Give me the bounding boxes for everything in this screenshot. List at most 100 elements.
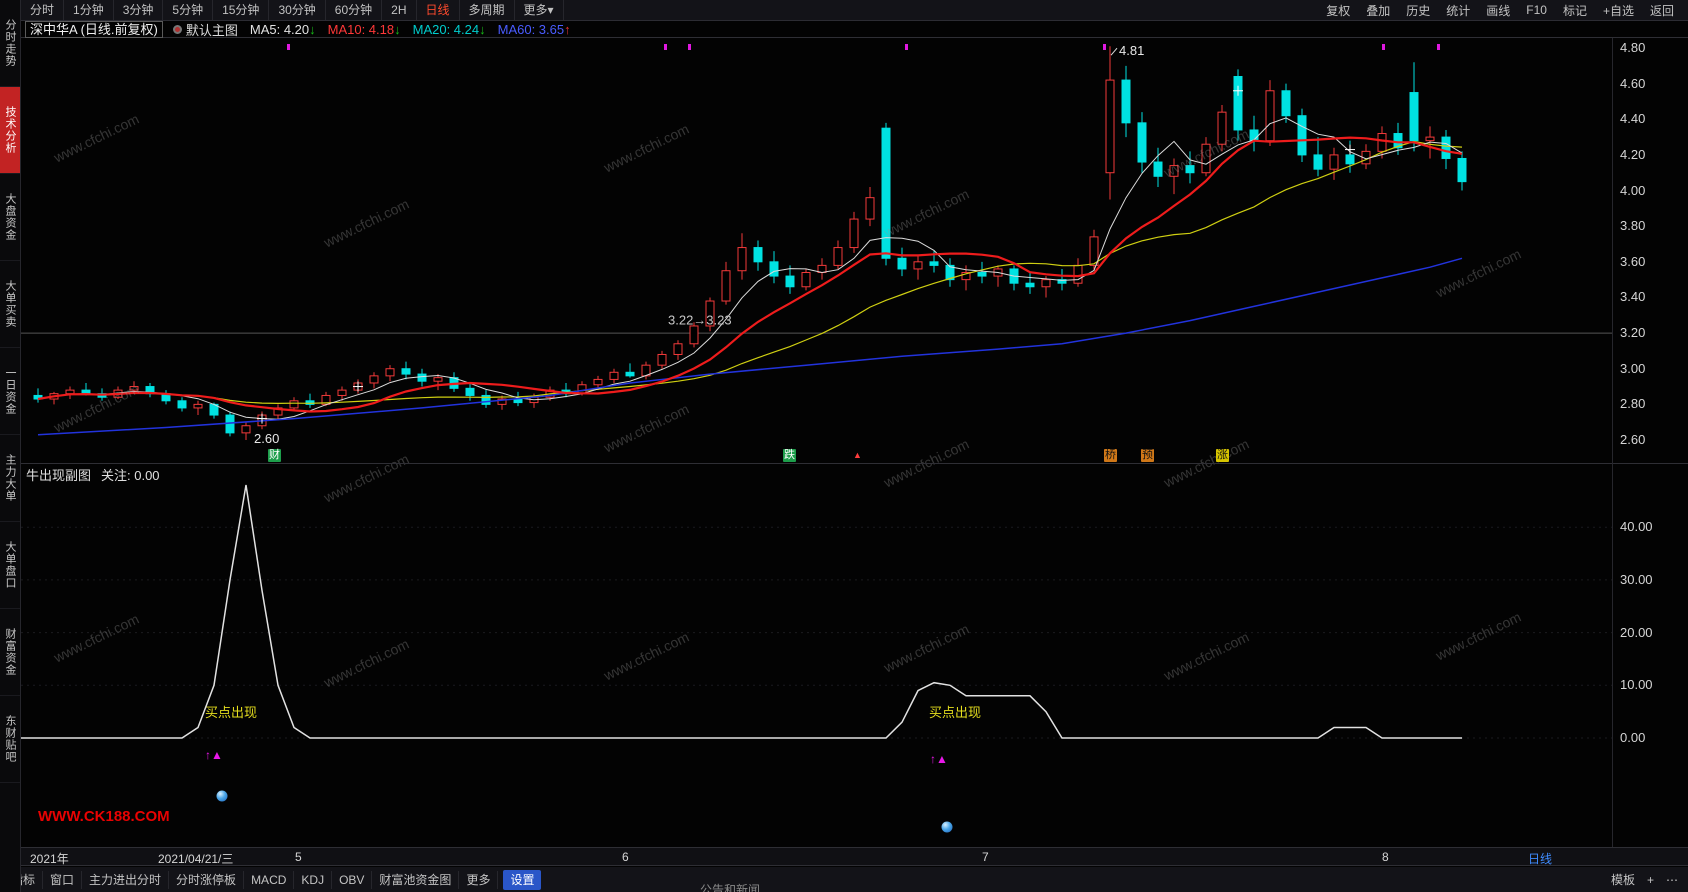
ma-arrow-icon: ↓ — [394, 22, 401, 37]
bottombar-right-item[interactable]: + — [1646, 872, 1654, 887]
toolbar-item[interactable]: 标记 — [1562, 3, 1587, 18]
top-right-toolbar: 复权 叠加 历史 统计 画线 F10 标记 +自选 返回 — [1318, 0, 1688, 20]
event-badge: 跌 — [783, 449, 796, 462]
price-axis-label: 3.80 — [1620, 218, 1646, 234]
event-badge: 财 — [268, 449, 281, 462]
main-overlay-selector[interactable]: 默认主图 — [172, 20, 238, 39]
period-item[interactable]: 15分钟 — [213, 0, 270, 20]
period-tabs: 分时 1分钟 3分钟 5分钟 15分钟 30分钟 60分钟 2H 日线 多周期 更多▾ — [21, 0, 564, 20]
sub-indicator-value: 关注: 0.00 — [101, 468, 160, 483]
period-item[interactable]: 2H — [382, 0, 417, 20]
bottombar-right-item[interactable]: 模板 — [1610, 873, 1635, 887]
bottombar-item[interactable]: 设置 — [503, 869, 542, 890]
sub-axis-label: 10.00 — [1620, 677, 1653, 693]
ma-text: MA20: 4.24 — [412, 22, 480, 37]
toolbar-item[interactable]: 画线 — [1486, 3, 1511, 18]
price-axis-label: 4.40 — [1620, 111, 1646, 127]
period-item[interactable]: 多周期 — [460, 0, 515, 20]
sidebar-item[interactable]: 主力大单 — [0, 435, 20, 522]
sub-indicator-name[interactable]: 牛出现副图 — [26, 468, 92, 483]
svg-text:4.81: 4.81 — [1119, 43, 1144, 58]
event-badge: ▲ — [853, 450, 862, 460]
ma-label: MA10: 4.18↓ — [328, 22, 401, 37]
bottombar-item[interactable]: 窗口 — [43, 870, 83, 889]
time-axis-label: 2021年 — [30, 852, 69, 866]
toolbar-item[interactable]: 复权 — [1326, 3, 1351, 18]
sidebar-item[interactable]: 大盘资金 — [0, 174, 20, 261]
price-axis-label: 2.80 — [1620, 396, 1646, 412]
signal-dot — [216, 790, 228, 802]
bottombar-item[interactable]: 分时涨停板 — [169, 870, 245, 889]
sub-axis-label: 20.00 — [1620, 624, 1653, 640]
signal-dot — [941, 821, 953, 833]
bottombar-item[interactable]: MACD — [244, 870, 295, 889]
sub-axis-label: 30.00 — [1620, 571, 1653, 587]
main-candlestick-chart[interactable]: 4.81 2.60 3.22→3.23 — [21, 38, 1612, 463]
price-axis-label: 4.20 — [1620, 146, 1646, 162]
buy-arrow-marker: ↑▲ — [205, 748, 223, 762]
sidebar-item[interactable]: 分时走势 — [0, 0, 20, 87]
panel-divider — [21, 463, 1688, 464]
price-axis-label: 4.00 — [1620, 182, 1646, 198]
toolbar-item[interactable]: +自选 — [1602, 3, 1634, 18]
buy-arrow-marker: ↑▲ — [930, 752, 948, 766]
period-item[interactable]: 1分钟 — [64, 0, 114, 20]
sub-indicator-chart[interactable] — [21, 463, 1612, 847]
ma-label: MA5: 4.20↓ — [250, 22, 316, 37]
toolbar-item[interactable]: F10 — [1526, 3, 1547, 17]
bottom-toolbar-right: 模板 + ⋯ — [1611, 871, 1688, 888]
period-item[interactable]: 分时 — [21, 0, 65, 20]
ma-arrow-icon: ↓ — [309, 22, 316, 37]
chart-header: 深中华A (日线.前复权) 默认主图 MA5: 4.20↓ MA10: 4.18↓… — [25, 21, 571, 38]
time-axis-label: 6 — [622, 850, 629, 864]
bottombar-item[interactable]: 主力进出分时 — [82, 870, 170, 889]
period-item[interactable]: 60分钟 — [326, 0, 383, 20]
sidebar-item[interactable]: 大单买卖 — [0, 261, 20, 348]
toolbar-item[interactable]: 返回 — [1649, 3, 1674, 18]
period-item[interactable]: 5分钟 — [163, 0, 214, 20]
header-divider — [21, 37, 1688, 38]
period-item[interactable]: 更多▾ — [515, 0, 564, 20]
price-axis-label: 3.40 — [1620, 289, 1646, 305]
ma-text: MA60: 3.65 — [497, 22, 565, 37]
sidebar-item[interactable]: 大单盘口 — [0, 522, 20, 609]
toolbar-item[interactable]: 统计 — [1446, 3, 1471, 18]
period-axis-label: 日线 — [1528, 852, 1553, 866]
ma-arrow-icon: ↑ — [564, 22, 571, 37]
bottom-toolbar-items: 指标 窗口 主力进出分时 分时涨停板 MACD KDJ OBV 财富池资金图 更多 设置 — [4, 869, 546, 890]
bottombar-item[interactable]: 更多 — [459, 870, 499, 889]
ma-label: MA60: 3.65↑ — [498, 22, 571, 37]
period-item[interactable]: 30分钟 — [269, 0, 326, 20]
sidebar-item[interactable]: 财富资金 — [0, 609, 20, 696]
sub-axis-label: 40.00 — [1620, 519, 1653, 535]
sub-indicator-header: 牛出现副图 关注: 0.00 — [26, 465, 160, 484]
toolbar-item[interactable]: 叠加 — [1366, 3, 1391, 18]
sidebar-item[interactable]: 一日资金 — [0, 348, 20, 435]
bottombar-item[interactable]: 财富池资金图 — [372, 870, 460, 889]
ma-arrow-icon: ↓ — [479, 22, 486, 37]
period-item[interactable]: 日线 — [417, 0, 460, 20]
time-axis: 2021年 2021/04/21/三 5 6 7 8 日线 — [21, 847, 1688, 866]
time-axis-label: 2021/04/21/三 — [158, 852, 234, 866]
time-axis-label: 7 — [982, 850, 989, 864]
buy-signal-label: 买点出现 — [928, 705, 982, 720]
period-item[interactable]: 3分钟 — [114, 0, 164, 20]
price-axis-label: 4.60 — [1620, 75, 1646, 91]
overlay-label: 默认主图 — [185, 23, 238, 38]
ma-label: MA20: 4.24↓ — [413, 22, 486, 37]
sidebar-item[interactable]: 技术分析 — [0, 87, 20, 174]
ma-text: MA10: 4.18 — [327, 22, 395, 37]
price-axis-label: 3.60 — [1620, 253, 1646, 269]
indicator-dot-icon — [172, 25, 182, 34]
period-toolbar: 分时 1分钟 3分钟 5分钟 15分钟 30分钟 60分钟 2H 日线 多周期 更多▾ 复权 叠加 历史… — [21, 0, 1688, 21]
bottombar-item[interactable]: KDJ — [294, 870, 333, 889]
sidebar-item[interactable]: 东财贴吧 — [0, 696, 20, 783]
toolbar-item[interactable]: 历史 — [1406, 3, 1431, 18]
time-axis-label: 8 — [1382, 850, 1389, 864]
bottombar-item[interactable]: OBV — [332, 870, 373, 889]
stock-title[interactable]: 深中华A (日线.前复权) — [25, 21, 163, 38]
price-axis-label: 2.60 — [1620, 432, 1646, 447]
bottom-toolbar: 指标 窗口 主力进出分时 分时涨停板 MACD KDJ OBV 财富池资金图 更多 设置 模板 + ⋯ — [0, 867, 1688, 892]
bottombar-right-item[interactable]: ⋯ — [1666, 872, 1678, 887]
svg-text:3.22→3.23: 3.22→3.23 — [668, 313, 732, 328]
